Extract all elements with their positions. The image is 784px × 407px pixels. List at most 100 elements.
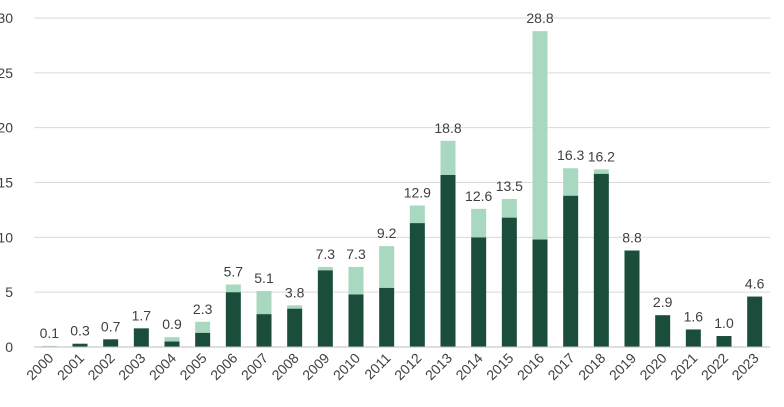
bar-segment-light: [563, 168, 579, 196]
bar-segment-dark: [655, 315, 671, 347]
bar-segment-light: [440, 140, 456, 175]
bar-segment-light: [195, 321, 211, 333]
x-tick-label: 2004: [146, 350, 179, 383]
bar-total-label: 28.8: [526, 10, 553, 26]
bar-total-label: 1.7: [132, 307, 152, 323]
bar-segment-dark: [409, 223, 425, 347]
x-tick-label: 2012: [391, 350, 424, 383]
bar-total-label: 0.7: [101, 318, 121, 334]
bar-total-label: 1.6: [684, 308, 704, 324]
bar-total-label: 12.6: [465, 188, 492, 204]
x-tick-label: 2014: [452, 350, 485, 383]
bar-segment-light: [593, 169, 609, 174]
bar-total-label: 3.8: [285, 284, 305, 300]
bar-segment-light: [256, 291, 272, 315]
bar-segment-light: [409, 205, 425, 224]
y-tick-label: 5: [5, 284, 13, 300]
bar-total-label: 9.2: [377, 225, 397, 241]
bars: [41, 31, 763, 347]
x-tick-label: 2003: [115, 350, 148, 383]
bar-segment-light: [348, 266, 364, 295]
y-tick-label: 20: [0, 120, 13, 136]
bar-segment-dark: [471, 237, 487, 347]
bar-total-label: 7.3: [316, 246, 336, 262]
bar-segment-dark: [716, 336, 732, 347]
y-tick-label: 15: [0, 175, 13, 191]
bar-total-label: 2.9: [653, 294, 673, 310]
bar-total-label: 5.7: [224, 263, 244, 279]
bar-segment-light: [225, 284, 241, 293]
bar-total-label: 8.8: [622, 229, 642, 245]
bar-segment-light: [471, 208, 487, 238]
bar-total-label: 16.3: [557, 147, 584, 163]
x-tick-label: 2000: [23, 350, 56, 383]
bar-segment-dark: [225, 292, 241, 347]
bar-segment-dark: [103, 339, 119, 347]
x-axis-ticks: 2000200120022003200420052006200720082009…: [23, 350, 762, 383]
x-tick-label: 2002: [84, 350, 117, 383]
x-tick-label: 2013: [422, 350, 455, 383]
bar-segment-dark: [133, 328, 149, 347]
y-axis-ticks: 0 5 10 15 20 25 30: [0, 10, 13, 355]
gridlines: [34, 17, 770, 293]
x-tick-label: 2016: [514, 350, 547, 383]
x-tick-label: 2019: [606, 350, 639, 383]
bar-segment-dark: [256, 314, 272, 347]
bar-segment-dark: [501, 217, 517, 347]
x-tick-label: 2021: [667, 350, 700, 383]
x-tick-label: 2020: [636, 350, 669, 383]
bar-total-label: 0.1: [40, 325, 60, 341]
x-tick-label: 2005: [176, 350, 209, 383]
y-tick-label: 25: [0, 65, 13, 81]
bar-segment-light: [379, 246, 395, 288]
x-tick-label: 2010: [330, 350, 363, 383]
x-tick-label: 2008: [268, 350, 301, 383]
bar-segment-dark: [379, 287, 395, 347]
bar-total-label: 12.9: [404, 185, 431, 201]
x-tick-label: 2015: [483, 350, 516, 383]
data-labels: 0.1 0.3 0.7 1.7 0.9 2.3 5.7 5.1 3.8 7.3 7.3 9.2 12.9…: [40, 10, 765, 341]
bar-segment-light: [41, 345, 57, 347]
bar-segment-dark: [563, 195, 579, 347]
x-tick-label: 2017: [544, 350, 577, 383]
x-tick-label: 2009: [299, 350, 332, 383]
y-tick-label: 0: [5, 339, 13, 355]
x-tick-label: 2001: [54, 350, 87, 383]
bar-segment-dark: [72, 343, 88, 347]
bar-segment-dark: [287, 308, 303, 347]
x-tick-label: 2011: [361, 350, 394, 383]
bar-segment-dark: [348, 294, 364, 347]
bar-segment-light: [287, 305, 303, 309]
x-tick-label: 2018: [575, 350, 608, 383]
bar-segment-light: [501, 198, 517, 218]
bar-segment-dark: [317, 270, 333, 347]
bar-total-label: 18.8: [434, 120, 461, 136]
bar-segment-dark: [195, 332, 211, 347]
bar-segment-dark: [747, 296, 763, 347]
bar-segment-dark: [624, 250, 640, 347]
bar-total-label: 5.1: [254, 270, 274, 286]
y-tick-label: 30: [0, 10, 13, 26]
x-tick-label: 2006: [207, 350, 240, 383]
bar-segment-light: [532, 31, 548, 240]
bar-total-label: 4.6: [745, 276, 765, 292]
bar-segment-dark: [593, 173, 609, 347]
bar-segment-dark: [440, 174, 456, 347]
bar-segment-light: [317, 266, 333, 271]
x-tick-label: 2007: [238, 350, 271, 383]
bar-total-label: 2.3: [193, 301, 213, 317]
bar-total-label: 16.2: [588, 148, 615, 164]
bar-total-label: 0.3: [70, 323, 90, 339]
bar-total-label: 1.0: [714, 315, 734, 331]
bar-total-label: 0.9: [162, 316, 182, 332]
y-tick-label: 10: [0, 229, 13, 245]
bar-total-label: 13.5: [496, 178, 523, 194]
x-tick-label: 2022: [698, 350, 731, 383]
x-tick-label: 2023: [728, 350, 761, 383]
bar-total-label: 7.3: [346, 246, 366, 262]
bar-segment-light: [164, 337, 180, 342]
bar-segment-dark: [685, 329, 701, 347]
bar-segment-dark: [532, 239, 548, 347]
